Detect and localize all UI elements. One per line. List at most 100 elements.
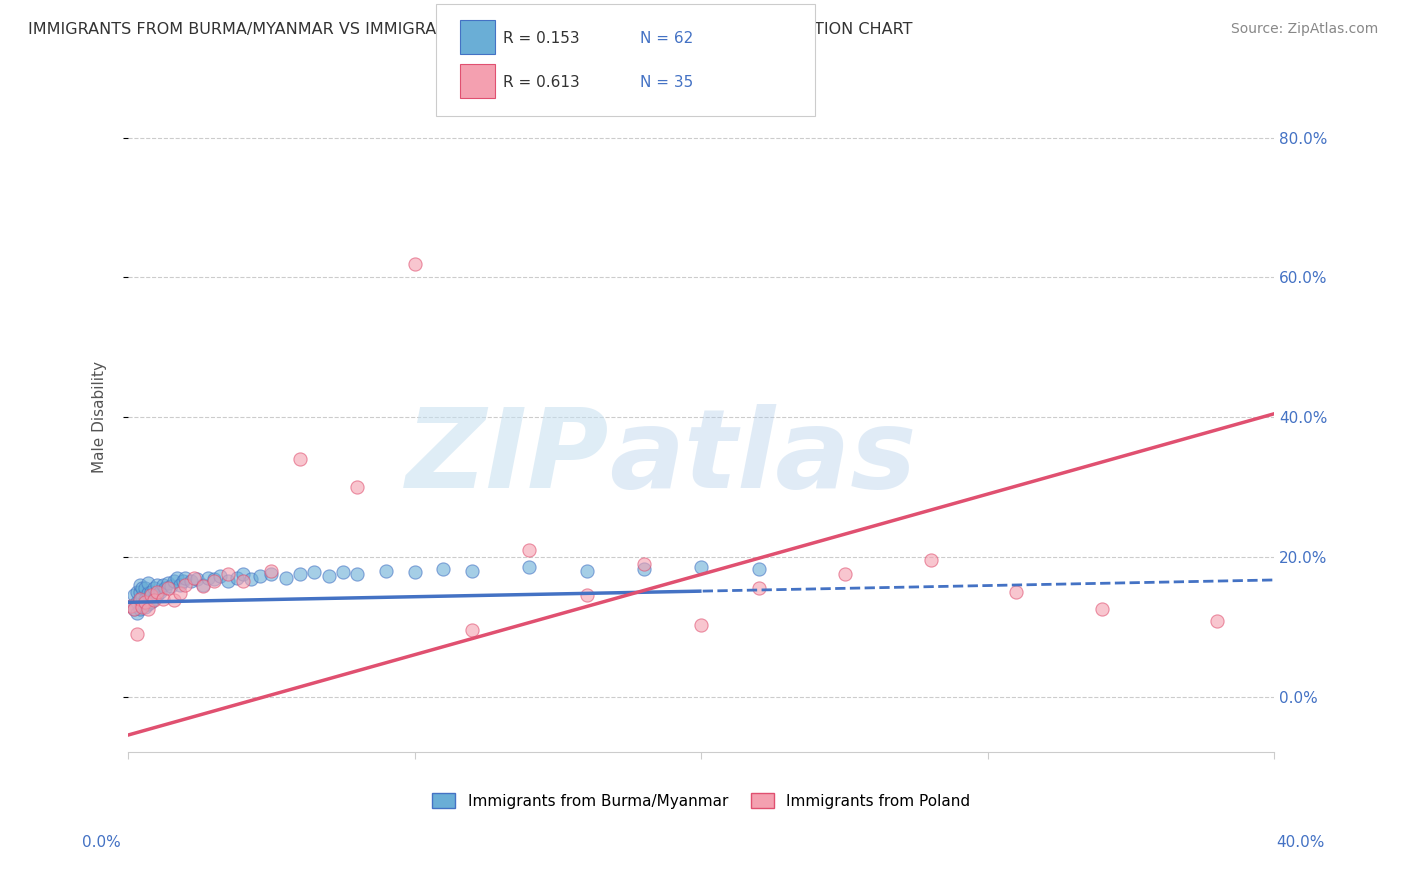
Text: IMMIGRANTS FROM BURMA/MYANMAR VS IMMIGRANTS FROM POLAND MALE DISABILITY CORRELAT: IMMIGRANTS FROM BURMA/MYANMAR VS IMMIGRA… xyxy=(28,22,912,37)
Text: N = 35: N = 35 xyxy=(640,75,693,89)
Point xyxy=(217,574,239,589)
Point xyxy=(690,618,713,632)
Y-axis label: Male Disability: Male Disability xyxy=(93,361,107,473)
Point xyxy=(149,584,172,599)
Point xyxy=(131,590,153,604)
Point xyxy=(134,591,156,606)
Point xyxy=(274,571,297,585)
Point xyxy=(122,602,145,616)
Point xyxy=(332,566,354,580)
Point xyxy=(128,591,150,606)
Point xyxy=(260,564,283,578)
Point xyxy=(748,562,770,576)
Point xyxy=(461,564,484,578)
Point xyxy=(134,595,156,609)
Text: 0.0%: 0.0% xyxy=(82,836,121,850)
Point xyxy=(920,553,942,567)
Point xyxy=(249,569,271,583)
Point xyxy=(180,574,202,589)
Point xyxy=(163,574,186,589)
Legend: Immigrants from Burma/Myanmar, Immigrants from Poland: Immigrants from Burma/Myanmar, Immigrant… xyxy=(433,793,970,808)
Point xyxy=(633,562,655,576)
Point xyxy=(183,571,205,585)
Point xyxy=(318,569,340,583)
Point xyxy=(122,588,145,602)
Point xyxy=(122,602,145,616)
Point xyxy=(461,624,484,638)
Point xyxy=(128,602,150,616)
Point xyxy=(191,578,214,592)
Point xyxy=(288,567,311,582)
Point xyxy=(575,564,598,578)
Point xyxy=(155,582,177,596)
Point xyxy=(142,582,165,596)
Point xyxy=(404,566,426,580)
Point xyxy=(1206,614,1229,628)
Text: atlas: atlas xyxy=(610,404,917,511)
Point xyxy=(217,567,239,582)
Point xyxy=(575,588,598,602)
Point xyxy=(120,599,142,613)
Point xyxy=(136,602,159,616)
Point xyxy=(136,586,159,600)
Point xyxy=(125,626,148,640)
Point xyxy=(191,579,214,593)
Point xyxy=(139,588,162,602)
Point xyxy=(160,579,183,593)
Text: 40.0%: 40.0% xyxy=(1277,836,1324,850)
Point xyxy=(139,595,162,609)
Point xyxy=(517,560,540,574)
Point xyxy=(128,593,150,607)
Point xyxy=(346,567,368,582)
Point xyxy=(125,606,148,620)
Point xyxy=(304,566,326,580)
Point xyxy=(163,593,186,607)
Text: N = 62: N = 62 xyxy=(640,31,693,45)
Point xyxy=(134,600,156,615)
Point xyxy=(166,571,188,585)
Point xyxy=(517,542,540,557)
Point xyxy=(157,582,180,596)
Point xyxy=(226,571,249,585)
Point xyxy=(128,584,150,599)
Point xyxy=(1091,602,1114,616)
Point xyxy=(131,600,153,615)
Point xyxy=(142,591,165,606)
Point xyxy=(146,578,169,592)
Text: R = 0.153: R = 0.153 xyxy=(503,31,579,45)
Point xyxy=(375,564,398,578)
Point xyxy=(169,578,191,592)
Point xyxy=(748,582,770,596)
Text: ZIP: ZIP xyxy=(406,404,610,511)
Point xyxy=(834,567,856,582)
Point xyxy=(186,572,208,586)
Point xyxy=(146,584,169,599)
Point xyxy=(260,567,283,582)
Point xyxy=(120,599,142,613)
Point xyxy=(139,584,162,599)
Point xyxy=(404,256,426,270)
Point xyxy=(169,586,191,600)
Point xyxy=(152,591,174,606)
Text: Source: ZipAtlas.com: Source: ZipAtlas.com xyxy=(1230,22,1378,37)
Point xyxy=(232,567,254,582)
Point xyxy=(131,582,153,596)
Point xyxy=(152,578,174,592)
Point xyxy=(128,578,150,592)
Point xyxy=(142,593,165,607)
Point xyxy=(146,588,169,602)
Point xyxy=(197,571,219,585)
Point xyxy=(346,480,368,494)
Point xyxy=(240,572,263,586)
Point xyxy=(157,576,180,591)
Point xyxy=(174,571,197,585)
Point xyxy=(136,576,159,591)
Point xyxy=(288,452,311,467)
Point xyxy=(432,562,454,576)
Point xyxy=(136,598,159,612)
Point xyxy=(208,569,231,583)
Point xyxy=(172,574,194,589)
Point xyxy=(633,557,655,571)
Text: R = 0.613: R = 0.613 xyxy=(503,75,581,89)
Point xyxy=(232,574,254,589)
